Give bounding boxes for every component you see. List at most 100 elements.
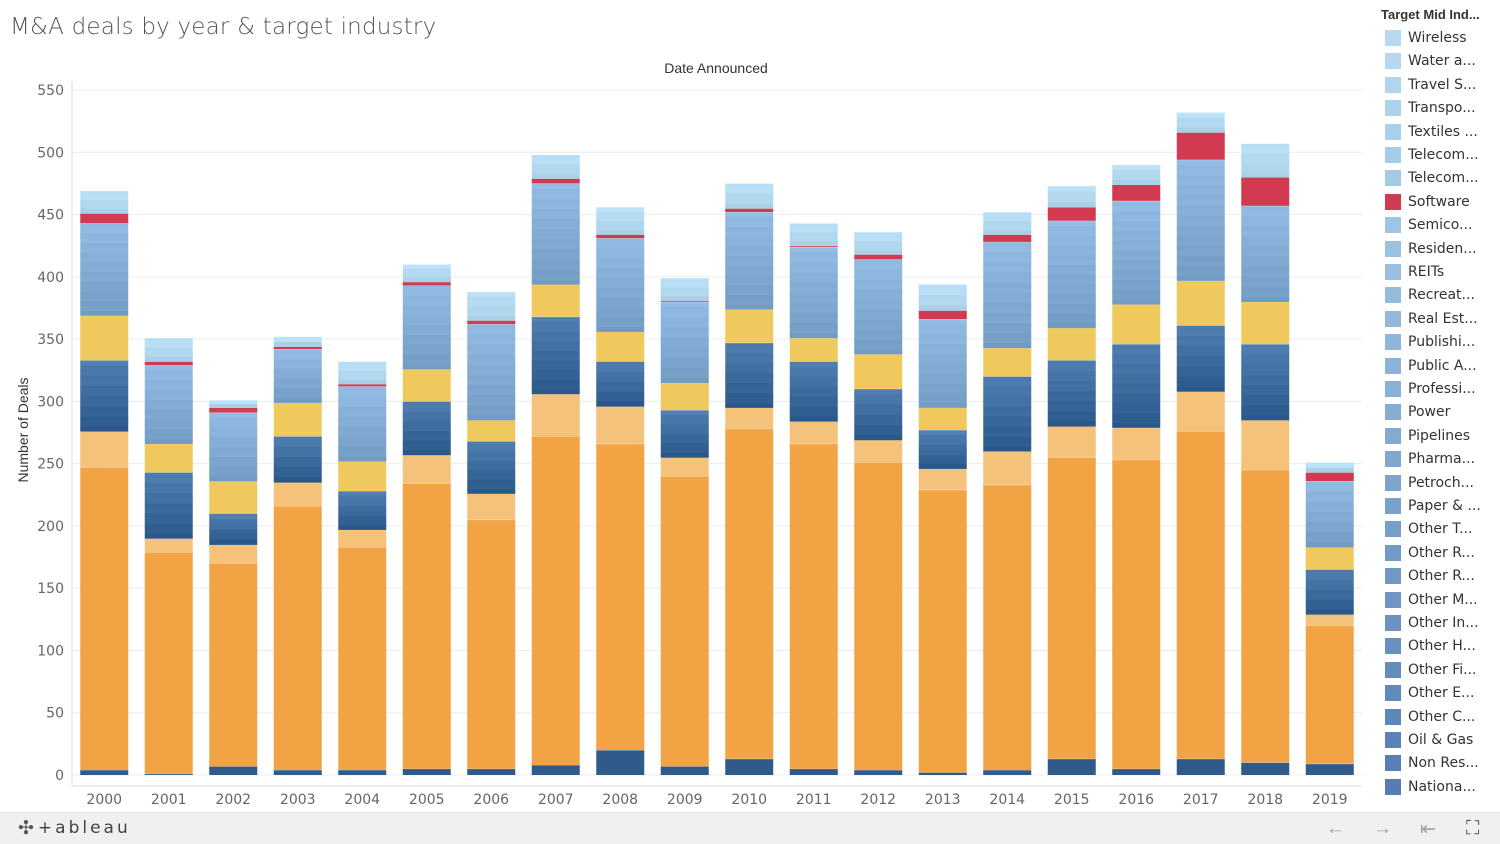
- bar-segment[interactable]: [467, 315, 516, 321]
- bar-segment[interactable]: [1241, 399, 1290, 406]
- bar-segment[interactable]: [467, 488, 516, 494]
- bar-segment[interactable]: [660, 300, 709, 302]
- bar-segment[interactable]: [467, 450, 516, 456]
- bar-segment[interactable]: [80, 296, 129, 302]
- bar-segment[interactable]: [854, 294, 903, 300]
- bar-segment[interactable]: [596, 371, 645, 377]
- bar-segment[interactable]: [725, 397, 774, 403]
- bar-segment[interactable]: [1112, 427, 1161, 460]
- bar-segment[interactable]: [789, 396, 838, 402]
- bar-segment[interactable]: [596, 361, 645, 367]
- bar-segment[interactable]: [338, 374, 387, 380]
- bar-segment[interactable]: [725, 250, 774, 257]
- bar-segment[interactable]: [789, 241, 838, 246]
- bar-segment[interactable]: [660, 410, 709, 416]
- bar-segment[interactable]: [1305, 536, 1354, 543]
- bar-segment[interactable]: [467, 359, 516, 365]
- bar-segment[interactable]: [209, 403, 258, 408]
- bar-segment[interactable]: [80, 237, 129, 243]
- bar-segment[interactable]: [1047, 395, 1096, 402]
- bar-segment[interactable]: [467, 310, 516, 316]
- bar-segment[interactable]: [144, 347, 193, 353]
- bar-segment[interactable]: [402, 415, 451, 422]
- bar-segment[interactable]: [660, 424, 709, 430]
- bar-segment[interactable]: [983, 441, 1032, 447]
- bar-segment[interactable]: [1176, 330, 1225, 336]
- bar-segment[interactable]: [1241, 162, 1290, 168]
- bar-segment[interactable]: [1112, 393, 1161, 399]
- bar-segment[interactable]: [1176, 240, 1225, 246]
- bar-segment[interactable]: [1241, 276, 1290, 282]
- bar-segment[interactable]: [531, 369, 580, 375]
- bar-segment[interactable]: [1241, 364, 1290, 370]
- legend-item[interactable]: Other In...: [1385, 613, 1500, 633]
- bar-segment[interactable]: [725, 309, 774, 343]
- bar-segment[interactable]: [983, 426, 1032, 432]
- bar-segment[interactable]: [338, 451, 387, 457]
- bar-segment[interactable]: [789, 366, 838, 372]
- bar-segment[interactable]: [983, 322, 1032, 328]
- bar-segment[interactable]: [80, 315, 129, 361]
- bar-segment[interactable]: [918, 358, 967, 364]
- bar-segment[interactable]: [918, 434, 967, 440]
- legend-item[interactable]: Other T...: [1385, 519, 1500, 539]
- bar-segment[interactable]: [1047, 249, 1096, 256]
- bar-segment[interactable]: [402, 420, 451, 427]
- bar-segment[interactable]: [209, 400, 258, 405]
- bar-segment[interactable]: [983, 234, 1032, 242]
- bar-segment[interactable]: [402, 411, 451, 417]
- bar-segment[interactable]: [467, 306, 516, 312]
- bar-segment[interactable]: [854, 349, 903, 355]
- bar-segment[interactable]: [80, 426, 129, 432]
- bar-segment[interactable]: [1047, 416, 1096, 422]
- bar-segment[interactable]: [209, 529, 258, 535]
- bar-segment[interactable]: [983, 212, 1032, 217]
- bar-segment[interactable]: [854, 264, 903, 270]
- bar-segment[interactable]: [1176, 194, 1225, 201]
- bar-segment[interactable]: [725, 428, 774, 759]
- bar-segment[interactable]: [725, 387, 774, 393]
- bar-segment[interactable]: [402, 364, 451, 370]
- bar-segment[interactable]: [273, 358, 322, 364]
- bar-segment[interactable]: [854, 309, 903, 315]
- bar-segment[interactable]: [1241, 384, 1290, 390]
- bar-segment[interactable]: [1047, 318, 1096, 324]
- bar-segment[interactable]: [983, 297, 1032, 303]
- legend-item[interactable]: Professi...: [1385, 379, 1500, 399]
- bar-segment[interactable]: [1176, 376, 1225, 382]
- bar-segment[interactable]: [725, 347, 774, 354]
- bar-segment[interactable]: [1047, 269, 1096, 275]
- bar-segment[interactable]: [854, 439, 903, 463]
- bar-segment[interactable]: [725, 392, 774, 398]
- bar-segment[interactable]: [531, 355, 580, 361]
- bar-segment[interactable]: [273, 353, 322, 360]
- bar-segment[interactable]: [531, 238, 580, 245]
- bar-segment[interactable]: [144, 428, 193, 435]
- bar-segment[interactable]: [209, 523, 258, 530]
- bar-segment[interactable]: [854, 231, 903, 237]
- legend-item[interactable]: REITs: [1385, 262, 1500, 282]
- bar-segment[interactable]: [144, 356, 193, 362]
- legend-item[interactable]: Pharma...: [1385, 449, 1500, 469]
- bar-segment[interactable]: [854, 404, 903, 410]
- bar-segment[interactable]: [1241, 286, 1290, 292]
- bar-segment[interactable]: [596, 257, 645, 264]
- bar-segment[interactable]: [789, 257, 838, 263]
- bar-segment[interactable]: [402, 334, 451, 340]
- bar-segment[interactable]: [789, 232, 838, 238]
- bar-segment[interactable]: [1305, 491, 1354, 497]
- bar-segment[interactable]: [80, 208, 129, 214]
- bar-segment[interactable]: [596, 262, 645, 269]
- bar-segment[interactable]: [1305, 467, 1354, 473]
- bar-segment[interactable]: [660, 337, 709, 343]
- bar-segment[interactable]: [80, 385, 129, 391]
- bar-segment[interactable]: [80, 467, 129, 771]
- bar-segment[interactable]: [725, 193, 774, 199]
- legend-item[interactable]: Travel S...: [1385, 75, 1500, 95]
- legend-item[interactable]: Nationa...: [1385, 777, 1500, 797]
- bar-segment[interactable]: [918, 383, 967, 389]
- bar-segment[interactable]: [1305, 569, 1354, 575]
- bar-segment[interactable]: [596, 386, 645, 392]
- bar-segment[interactable]: [1112, 363, 1161, 369]
- bar-segment[interactable]: [983, 391, 1032, 397]
